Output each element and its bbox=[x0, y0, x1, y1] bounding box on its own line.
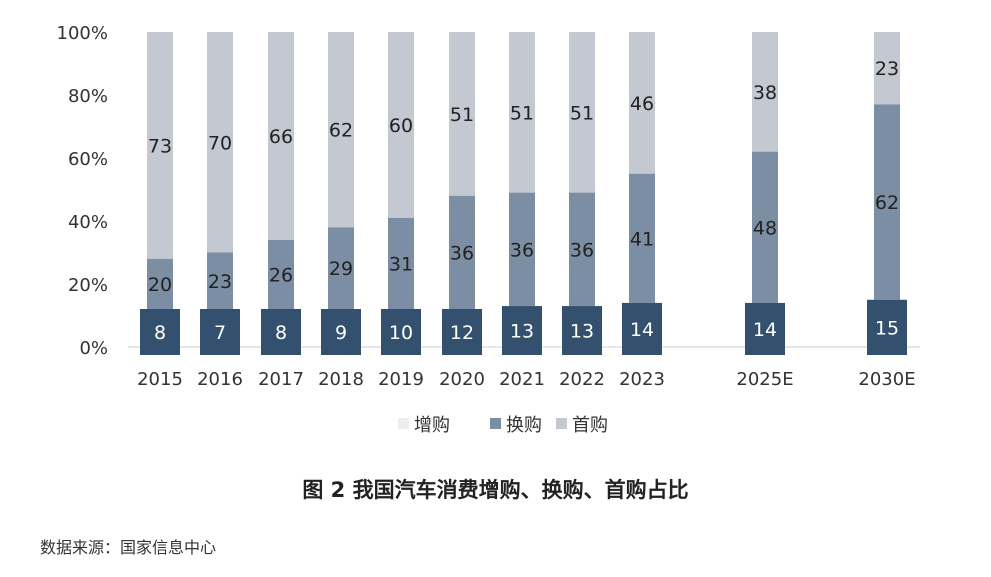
y-tick-label: 80% bbox=[68, 86, 108, 107]
data-source: 数据来源：国家信息中心 bbox=[40, 538, 217, 557]
bar-segment-换购 bbox=[569, 192, 595, 307]
x-tick-label: 2015 bbox=[137, 369, 183, 390]
bar-segment-首购 bbox=[388, 32, 414, 218]
legend-swatch bbox=[556, 418, 567, 429]
legend-swatch bbox=[398, 418, 409, 429]
bar-segment-首购 bbox=[569, 32, 595, 193]
y-tick-label: 40% bbox=[68, 212, 108, 233]
data-label: 51 bbox=[570, 102, 594, 124]
bar-segment-换购 bbox=[509, 192, 535, 307]
data-label: 38 bbox=[753, 82, 777, 104]
data-label: 23 bbox=[875, 58, 899, 80]
bar-segment-增购 bbox=[381, 309, 421, 355]
data-label: 8 bbox=[275, 322, 287, 344]
bar-segment-换购 bbox=[752, 151, 778, 303]
bar-segment-首购 bbox=[629, 32, 655, 174]
bar-segment-首购 bbox=[449, 32, 475, 196]
x-tick-label: 2019 bbox=[378, 369, 424, 390]
data-label: 10 bbox=[389, 322, 413, 344]
bar-segment-增购 bbox=[261, 309, 301, 355]
legend-label: 换购 bbox=[506, 415, 542, 436]
legend-swatch bbox=[490, 418, 501, 429]
bar-segment-增购 bbox=[562, 306, 602, 355]
data-label: 51 bbox=[450, 104, 474, 126]
bar-segment-增购 bbox=[140, 309, 180, 355]
bar-segment-首购 bbox=[874, 32, 900, 105]
x-tick-label: 2017 bbox=[258, 369, 304, 390]
x-tick-label: 2020 bbox=[439, 369, 485, 390]
x-tick-label: 2030E bbox=[858, 369, 915, 390]
data-label: 31 bbox=[389, 253, 413, 275]
data-label: 13 bbox=[570, 321, 594, 343]
data-label: 12 bbox=[450, 322, 474, 344]
y-tick-label: 100% bbox=[57, 23, 108, 44]
x-tick-label: 2022 bbox=[559, 369, 605, 390]
x-tick-label: 2016 bbox=[197, 369, 243, 390]
data-label: 23 bbox=[208, 271, 232, 293]
data-label: 29 bbox=[329, 258, 353, 280]
data-label: 15 bbox=[875, 317, 899, 339]
x-tick-label: 2025E bbox=[736, 369, 793, 390]
data-label: 46 bbox=[630, 93, 654, 115]
bar-segment-首购 bbox=[268, 32, 294, 240]
bar-segment-增购 bbox=[321, 309, 361, 355]
x-tick-label: 2018 bbox=[318, 369, 364, 390]
data-label: 14 bbox=[630, 319, 654, 341]
legend-label: 首购 bbox=[572, 415, 608, 436]
data-label: 62 bbox=[329, 120, 353, 142]
data-label: 66 bbox=[269, 126, 293, 148]
bar-segment-首购 bbox=[207, 32, 233, 253]
figure-caption: 图 2 我国汽车消费增购、换购、首购占比 bbox=[302, 478, 689, 502]
bar-segment-增购 bbox=[502, 306, 542, 355]
bar-segment-换购 bbox=[328, 227, 354, 319]
data-label: 51 bbox=[510, 102, 534, 124]
bar-segment-增购 bbox=[745, 302, 785, 355]
data-label: 70 bbox=[208, 132, 232, 154]
bar-segment-换购 bbox=[629, 173, 655, 303]
data-label: 41 bbox=[630, 228, 654, 250]
x-tick-label: 2023 bbox=[619, 369, 665, 390]
data-label: 48 bbox=[753, 217, 777, 239]
data-label: 36 bbox=[510, 239, 534, 261]
data-label: 36 bbox=[570, 239, 594, 261]
bar-segment-换购 bbox=[449, 195, 475, 310]
data-label: 36 bbox=[450, 242, 474, 264]
data-label: 9 bbox=[335, 322, 347, 344]
bar-segment-增购 bbox=[867, 299, 907, 355]
data-label: 20 bbox=[148, 274, 172, 296]
data-label: 73 bbox=[148, 135, 172, 157]
data-label: 8 bbox=[154, 322, 166, 344]
y-tick-label: 20% bbox=[68, 275, 108, 296]
legend-label: 增购 bbox=[414, 415, 450, 436]
bar-segment-增购 bbox=[622, 302, 662, 355]
data-label: 7 bbox=[214, 322, 226, 344]
data-label: 62 bbox=[875, 192, 899, 214]
data-label: 13 bbox=[510, 321, 534, 343]
data-label: 26 bbox=[269, 264, 293, 286]
x-tick-label: 2021 bbox=[499, 369, 545, 390]
y-tick-label: 0% bbox=[79, 338, 108, 359]
bar-segment-首购 bbox=[752, 32, 778, 152]
bar-segment-换购 bbox=[268, 239, 294, 322]
y-tick-label: 60% bbox=[68, 149, 108, 170]
bar-segment-首购 bbox=[147, 32, 173, 259]
data-label: 14 bbox=[753, 319, 777, 341]
bar-segment-首购 bbox=[509, 32, 535, 193]
data-label: 60 bbox=[389, 115, 413, 137]
stacked-bar-chart: 0% 20% 40% 60% 80% 100% 8 20 73 2015 7 23 70 2016 8 26 6… bbox=[57, 23, 920, 436]
bar-segment-首购 bbox=[328, 32, 354, 228]
bar-segment-换购 bbox=[874, 104, 900, 300]
bar-segment-增购 bbox=[442, 309, 482, 355]
bar-segment-增购 bbox=[200, 309, 240, 355]
bar-segment-换购 bbox=[388, 217, 414, 316]
